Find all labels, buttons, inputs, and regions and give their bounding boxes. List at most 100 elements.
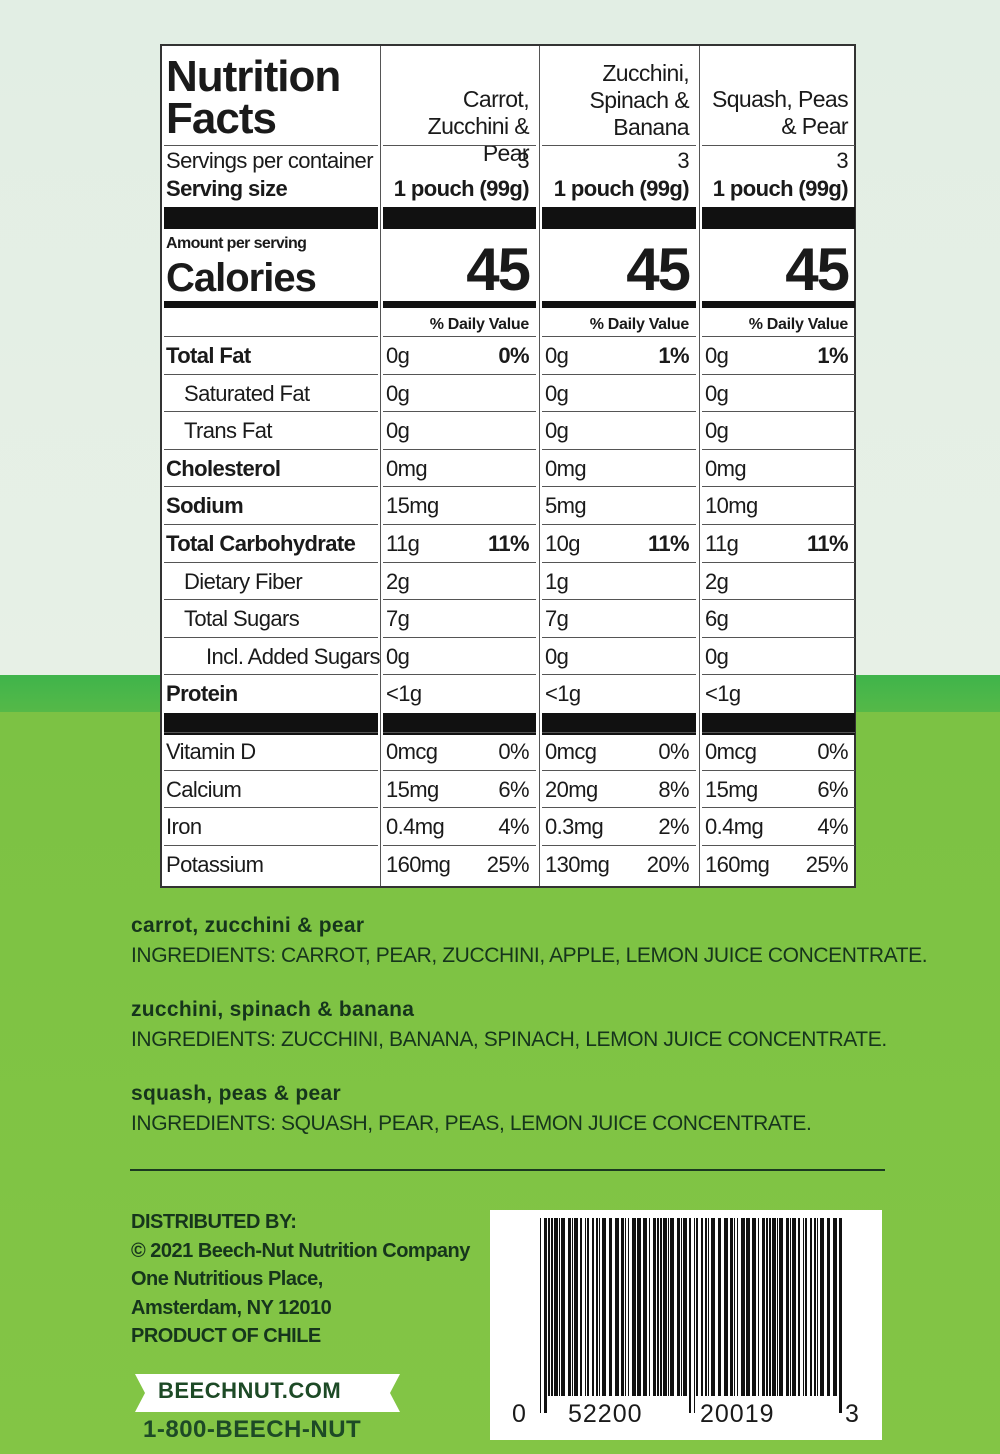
row-rule (542, 844, 696, 846)
row-rule (164, 769, 378, 771)
nutrient-label: Iron (166, 814, 202, 840)
barcode-bar (711, 1218, 715, 1396)
row-rule (542, 486, 696, 488)
barcode-bar (833, 1218, 837, 1396)
product-name: Squash, Peas & Pear (711, 86, 849, 139)
ingredient-text: INGREDIENTS: ZUCCHINI, BANANA, SPINACH, … (131, 1028, 887, 1051)
amount: 0g (386, 380, 410, 406)
row-rule (542, 448, 696, 450)
barcode-bar (540, 1218, 541, 1413)
row-rule (542, 807, 696, 809)
percent: 11% (487, 531, 530, 556)
amount: 0.4mg (386, 814, 445, 840)
row-rule (542, 561, 696, 563)
row-rule (542, 336, 696, 337)
nutrient-label: Potassium (166, 851, 264, 877)
row-rule (383, 561, 536, 563)
barcode-digit: 3 (845, 1400, 860, 1428)
barcode-bar (544, 1218, 547, 1413)
website-banner (135, 1374, 400, 1412)
percent: 0% (817, 739, 848, 764)
amount: 15mg (386, 493, 439, 519)
amount: 6g (705, 606, 729, 632)
row-rule (164, 486, 378, 488)
thick-bar (542, 713, 696, 735)
barcode-bar (660, 1218, 662, 1396)
amount: 0g (705, 643, 729, 669)
ingredient-name: carrot, zucchini & pear (131, 914, 365, 937)
phone: 1-800-BEECH-NUT (143, 1416, 362, 1443)
amount: <1g (705, 681, 741, 707)
barcode-bar (734, 1218, 735, 1396)
percent: 11% (806, 531, 849, 556)
percent: 4% (498, 814, 529, 840)
row-rule (383, 807, 536, 809)
barcode-bar (752, 1218, 756, 1396)
amount: 0mcg (705, 739, 757, 764)
calories-value: 45 (466, 236, 531, 303)
divider (130, 1169, 885, 1171)
row-rule (164, 561, 378, 563)
row-rule (542, 636, 696, 638)
column-divider (539, 46, 540, 886)
row-rule (383, 732, 536, 733)
nutrient-label: Calcium (166, 776, 242, 802)
barcode-bar (568, 1218, 571, 1396)
distributor-line: PRODUCT OF CHILE (131, 1325, 321, 1347)
barcode-bar (653, 1218, 656, 1396)
barcode-bar (580, 1218, 582, 1396)
dv-header: % Daily Value (589, 316, 690, 333)
amount: 5mg (545, 493, 587, 519)
percent: 4% (817, 814, 848, 840)
row-rule (702, 807, 855, 809)
nutrient-label: Total Fat (166, 343, 251, 368)
thick-bar (164, 713, 378, 735)
dv-header: % Daily Value (748, 316, 849, 333)
row-rule (383, 336, 536, 337)
amount: 2g (705, 568, 729, 594)
percent: 25% (486, 851, 530, 877)
barcode-bar (587, 1218, 589, 1396)
serving-size: 1 pouch (99g) (553, 176, 690, 201)
percent: 6% (498, 776, 529, 802)
row-rule (702, 336, 855, 337)
barcode-bar (615, 1218, 619, 1396)
servings: 3 (517, 148, 529, 173)
barcode: 0 52200 20019 3 (490, 1210, 882, 1440)
row-rule (702, 373, 855, 375)
barcode-bar (718, 1218, 721, 1396)
amount: 0g (545, 643, 569, 669)
nutrient-label: Trans Fat (184, 418, 273, 444)
row-rule (542, 524, 696, 525)
amount: 0g (705, 343, 729, 368)
percent: 0% (498, 343, 529, 368)
amount: 160mg (705, 851, 770, 877)
row-rule (702, 636, 855, 638)
row-rule (164, 448, 378, 450)
barcode-bar (777, 1218, 778, 1396)
amount: 0mcg (386, 739, 438, 764)
nutrient-label: Cholesterol (166, 455, 281, 481)
barcode-digit: 52200 (568, 1400, 643, 1428)
distributor-line: DISTRIBUTED BY: (131, 1211, 297, 1233)
row-rule (164, 807, 378, 809)
barcode-bar (689, 1218, 691, 1413)
row-rule (702, 561, 855, 563)
servings-label: Servings per container (166, 148, 374, 173)
barcode-bar (724, 1218, 728, 1396)
amount: 0g (705, 380, 729, 406)
amount: 0g (545, 380, 569, 406)
percent: 6% (817, 776, 848, 802)
barcode-bar (625, 1218, 626, 1396)
row-rule (542, 599, 696, 601)
nutrient-label: Protein (166, 681, 238, 707)
barcode-bar (746, 1218, 750, 1396)
ingredient-text: INGREDIENTS: CARROT, PEAR, ZUCCHINI, APP… (131, 944, 928, 967)
row-rule (702, 769, 855, 771)
row-rule (702, 732, 855, 733)
amount: 1g (545, 568, 569, 594)
row-rule (383, 524, 536, 525)
barcode-bar (649, 1218, 650, 1396)
percent: 0% (658, 739, 689, 764)
servings: 3 (677, 148, 689, 173)
